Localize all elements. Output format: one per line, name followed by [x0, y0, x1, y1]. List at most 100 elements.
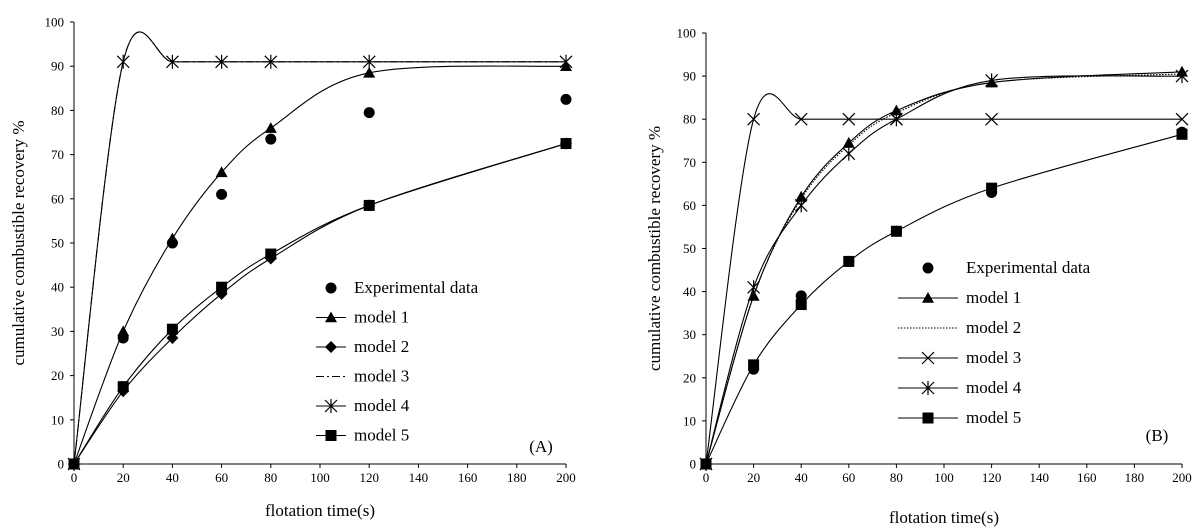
chart-b-y-tick-label: 0: [690, 457, 697, 472]
chart-a-y-tick-label: 100: [45, 15, 65, 30]
chart-a-data-point: [559, 54, 573, 69]
chart-b-legend-marker: [922, 412, 934, 424]
chart-a-y-tick-label: 10: [51, 412, 64, 427]
chart-b-x-tick-label: 200: [1172, 470, 1192, 485]
chart-b-series-line: [705, 133, 1183, 465]
chart-a-y-tick-label: 70: [51, 147, 64, 162]
chart-a-y-axis-label: cumulative combustible recovery %: [9, 121, 28, 366]
chart-a-y-tick-label: 80: [51, 103, 64, 118]
chart-b-series-2: [705, 73, 1183, 465]
chart-b-y-tick-label: 80: [683, 112, 696, 127]
chart-a-y-tick-label: 40: [51, 280, 64, 295]
chart-a-x-tick-label: 40: [166, 470, 179, 485]
chart-a-data-point: [363, 66, 376, 78]
chart-a-data-point: [215, 54, 229, 69]
chart-b-data-point: [747, 280, 761, 295]
chart-a-data-point: [166, 323, 178, 335]
chart-a-data-point: [264, 122, 277, 133]
chart-a-series-5: [68, 138, 572, 470]
chart-b-legend-marker: [922, 262, 934, 274]
chart-a-data-point: [363, 107, 375, 119]
chart-a-legend-label: model 3: [354, 367, 409, 386]
chart-a-x-tick-label: 100: [310, 470, 330, 485]
chart-b-svg: 0 20 40 60 80 100 120 140 160 180 200 0 10 20 30 40 50 60…: [645, 26, 1192, 528]
chart-b-data-point: [794, 112, 808, 126]
chart-b-legend-label: model 5: [966, 408, 1021, 427]
chart-b-y-axis-label: cumulative combustible recovery %: [645, 126, 664, 371]
chart-b-y-tick-label: 90: [683, 69, 696, 84]
chart-a-x-tick-label: 20: [117, 470, 130, 485]
chart-a-y-tick-label: 20: [51, 368, 64, 383]
chart-a-series-1: [68, 60, 572, 469]
chart-a-data-point: [117, 325, 130, 337]
chart-b-data-point: [1175, 69, 1189, 84]
chart-a-legend-marker: [325, 311, 337, 323]
chart-a-legend: Experimental data model 1 model 2 model 3 mo…: [316, 278, 479, 445]
chart-b-x-tick-label: 20: [747, 470, 760, 485]
chart-b-legend-label: model 2: [966, 318, 1021, 337]
chart-b-series-3: [699, 93, 1189, 471]
chart-b-data-point: [795, 190, 808, 202]
chart-b-series-line: [705, 73, 1183, 465]
chart-a-data-point: [68, 458, 80, 470]
chart-b-y-tick-label: 10: [683, 413, 696, 428]
chart-b-data-point: [1176, 128, 1188, 140]
chart-b-x-tick-label: 120: [982, 470, 1002, 485]
chart-a-data-point: [117, 381, 129, 393]
chart-b-y-tick-label: 50: [683, 241, 696, 256]
chart-a-data-point: [116, 54, 130, 69]
chart-b-panel-label: (B): [1146, 426, 1169, 445]
chart-b-y-tick-label: 40: [683, 284, 696, 299]
chart-a-series-line: [73, 143, 567, 465]
chart-b-legend-marker: [922, 292, 934, 303]
chart-a-data-point: [264, 54, 278, 69]
chart-b-data-point: [986, 182, 998, 194]
chart-b-legend-label: Experimental data: [966, 258, 1091, 277]
chart-b-x-tick-label: 80: [890, 470, 903, 485]
chart-a-data-point: [265, 248, 277, 260]
chart-a-data-point: [215, 166, 228, 178]
chart-b-data-point: [700, 458, 712, 470]
chart-b-data-point: [795, 290, 807, 302]
chart-a-data-point: [362, 54, 376, 69]
chart-a-legend-label: model 5: [354, 426, 409, 445]
chart-a-data-point: [166, 232, 179, 244]
chart-a-data-point: [560, 93, 572, 105]
chart-a-series-4: [67, 31, 573, 471]
chart-a-data-point: [166, 332, 179, 345]
chart-b-data-point: [842, 112, 856, 126]
chart-a-legend-label: model 2: [354, 337, 409, 356]
chart-b-y-tick-label: 30: [683, 327, 696, 342]
chart-a-legend-marker: [325, 282, 337, 294]
chart-a-x-tick-label: 140: [409, 470, 429, 485]
chart-b-legend: Experimental data model 1 model 2 model 3 mo…: [898, 258, 1091, 427]
chart-a-x-tick-label: 180: [507, 470, 527, 485]
chart-a-data-point: [216, 281, 228, 293]
chart-a-series-3: [73, 31, 566, 465]
chart-b-data-point: [889, 112, 903, 127]
chart-b-y-tick-label: 70: [683, 155, 696, 170]
chart-b-data-point: [843, 255, 855, 267]
chart-a-series-line: [73, 65, 567, 465]
chart-b-x-tick-label: 180: [1125, 470, 1145, 485]
chart-a-data-point: [363, 199, 375, 211]
chart-b-data-point: [842, 136, 855, 148]
chart-a-legend-label: Experimental data: [354, 278, 479, 297]
chart-b-series-line: [705, 75, 1183, 465]
chart-a-y-tick-label: 90: [51, 59, 64, 74]
chart-a-series-line: [73, 143, 567, 465]
chart-b-x-axis-label: flotation time(s): [889, 508, 999, 527]
chart-a-svg: 0 20 40 60 80 100 120 140 160 180 200 0 10 20 30 40 50 60…: [9, 15, 576, 521]
chart-b-series-line: [705, 93, 1182, 465]
chart-a-panel-label: (A): [529, 437, 553, 456]
chart-panel-a: 0 20 40 60 80 100 120 140 160 180 200 0 10 20 30 40 50 60…: [0, 0, 600, 527]
chart-b-legend-marker: [921, 351, 935, 365]
chart-b-x-tick-label: 160: [1077, 470, 1097, 485]
chart-a-y-tick-label: 30: [51, 324, 64, 339]
chart-b-data-point: [890, 225, 902, 237]
chart-b-data-point: [795, 299, 807, 311]
chart-a-y-tick-label: 60: [51, 191, 64, 206]
chart-b-legend-label: model 3: [966, 348, 1021, 367]
chart-a-y-tick-label: 0: [58, 457, 65, 472]
chart-b-x-tick-label: 100: [934, 470, 954, 485]
